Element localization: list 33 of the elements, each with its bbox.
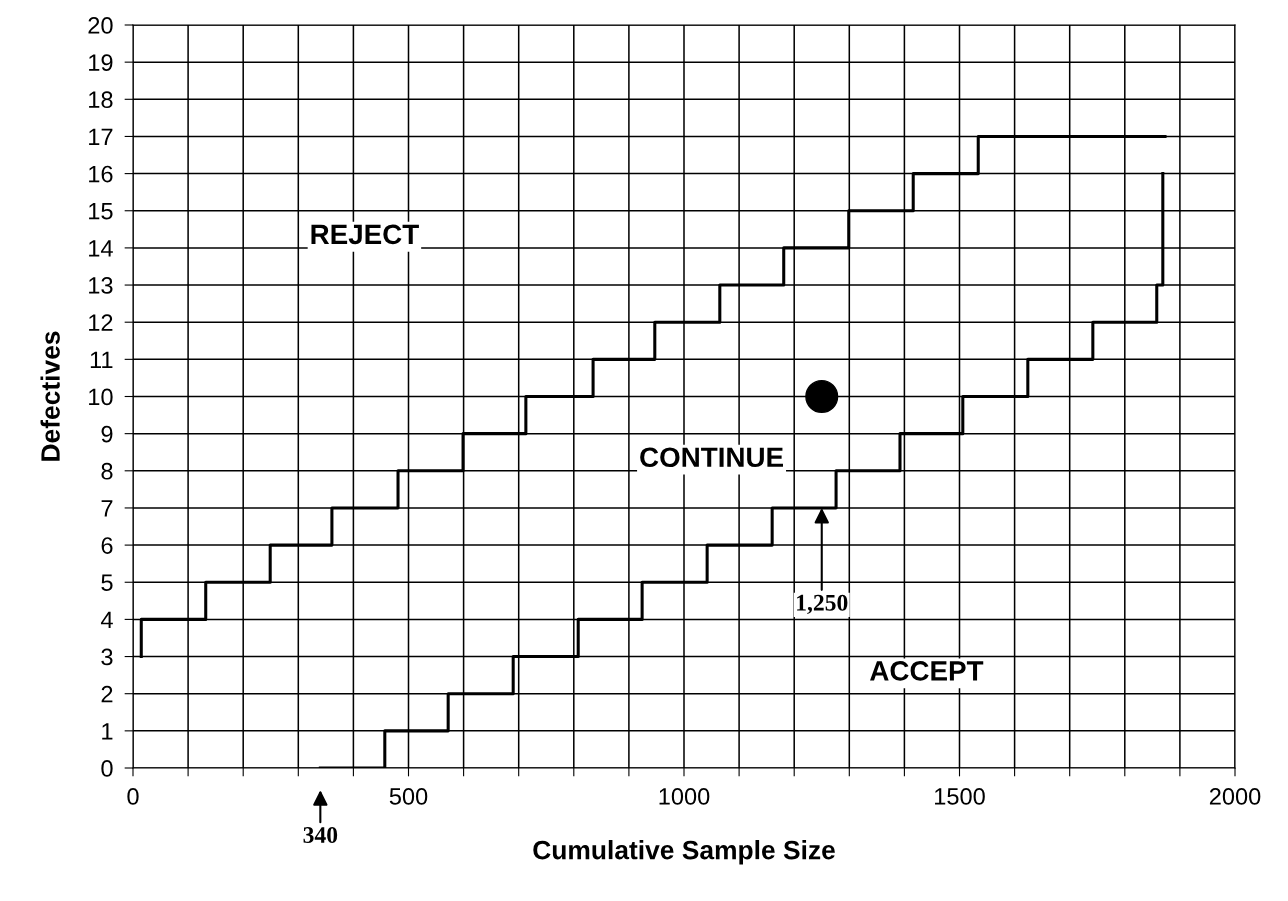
annotation: CONTINUE <box>640 447 783 468</box>
y-tick-label: 12 <box>89 314 113 331</box>
y-tick-label: 8 <box>101 462 113 480</box>
y-tick-label: 19 <box>89 54 113 71</box>
y-tick-label: 20 <box>88 17 113 34</box>
y-tick-label: 5 <box>101 574 113 592</box>
y-tick-label: 18 <box>89 91 113 109</box>
x-tick-label: 500 <box>389 788 428 805</box>
y-tick-label: 7 <box>101 500 113 517</box>
y-tick-label: 2 <box>101 685 113 703</box>
y-tick-label: 10 <box>89 388 113 406</box>
y-tick-label: 13 <box>89 277 113 294</box>
annotation: ACCEPT <box>870 661 984 681</box>
y-tick-label: 6 <box>101 537 113 554</box>
y-tick-label: 9 <box>101 425 113 443</box>
x-tick-label: 2000 <box>1209 788 1261 805</box>
y-tick-label: 16 <box>89 165 113 183</box>
y-tick-label: 15 <box>89 203 113 220</box>
y-tick-label: 17 <box>89 128 113 146</box>
x-tick-label: 1500 <box>935 788 985 805</box>
annotation: 340 <box>303 827 338 843</box>
y-tick-label: 0 <box>101 760 113 777</box>
x-axis-title: Cumulative Sample Size <box>533 840 835 865</box>
annotation: REJECT <box>311 224 419 245</box>
y-tick-label: 11 <box>90 351 113 368</box>
annotation: 1,250 <box>797 594 848 615</box>
y-tick-label: 14 <box>89 240 113 257</box>
x-tick-label: 0 <box>127 788 139 805</box>
y-axis-title: Defectives <box>40 331 60 461</box>
y-tick-label: 1 <box>102 723 113 740</box>
x-tick-label: 1000 <box>659 788 710 805</box>
y-tick-label: 3 <box>101 648 113 666</box>
y-tick-label: 4 <box>100 611 113 628</box>
